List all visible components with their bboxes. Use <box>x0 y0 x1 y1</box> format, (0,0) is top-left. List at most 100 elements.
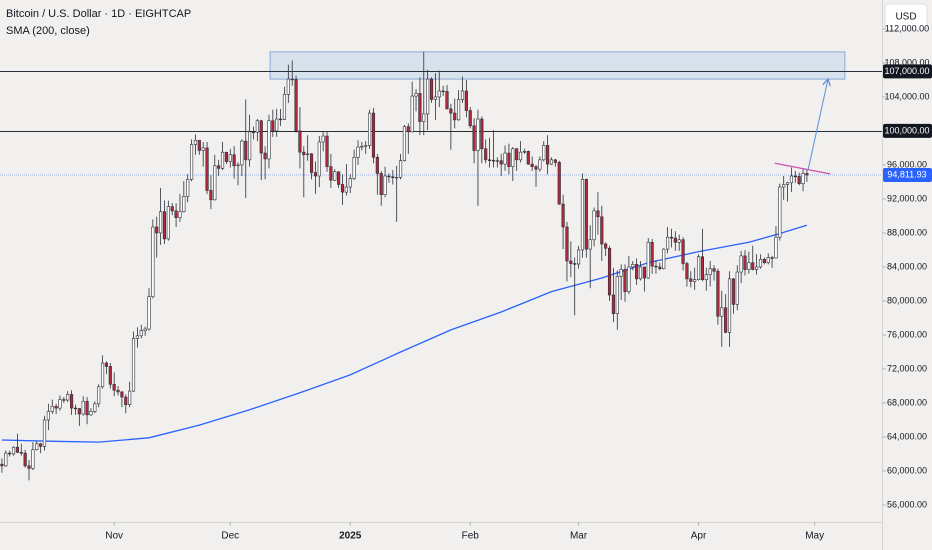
candle-body <box>317 141 321 177</box>
candle-body <box>743 255 747 270</box>
candle-body <box>770 257 774 259</box>
candle-body <box>662 248 666 269</box>
candle-body <box>259 120 263 154</box>
candle-body <box>294 79 298 132</box>
candle-body <box>70 394 74 409</box>
candle-body <box>77 408 81 415</box>
candle-body <box>321 135 325 143</box>
candle-body <box>337 171 341 185</box>
candle-body <box>255 120 259 133</box>
candle-body <box>673 237 677 243</box>
candle-body <box>418 93 422 122</box>
candle-body <box>758 258 763 268</box>
candle-body <box>677 239 681 243</box>
projection-arrow <box>807 80 828 171</box>
candle-body <box>700 256 705 281</box>
candle-body <box>491 159 496 162</box>
candle-body <box>275 118 279 132</box>
candle-body <box>224 151 228 162</box>
candle-body <box>805 173 809 176</box>
candle-body <box>658 266 662 269</box>
candle-body <box>484 148 488 161</box>
candle-body <box>650 241 654 267</box>
y-tick-label: 104,000.00 <box>884 91 929 101</box>
candle-body <box>789 175 794 184</box>
y-tick-label: 56,000.00 <box>887 499 927 509</box>
candle-body <box>236 164 240 167</box>
last-price-label: 94,811.93 <box>887 169 926 179</box>
candle-body <box>696 256 701 281</box>
candle-body <box>201 147 205 151</box>
candle-body <box>681 239 685 264</box>
candle-body <box>580 179 585 251</box>
candle-body <box>333 171 337 181</box>
candle-body <box>646 241 650 279</box>
candle-body <box>453 112 457 121</box>
candle-body <box>716 270 720 317</box>
candle-body <box>546 145 550 165</box>
candle-body <box>720 307 724 317</box>
candle-body <box>11 446 16 455</box>
candle-body <box>313 172 317 177</box>
candle-body <box>801 173 805 184</box>
level-tag-label: 100,000.00 <box>884 125 929 135</box>
candle-body <box>81 400 85 415</box>
candle-body <box>619 269 623 277</box>
candle-body <box>35 443 39 451</box>
candle-body <box>42 419 47 447</box>
candle-body <box>762 258 766 264</box>
chart-title: Bitcoin / U.S. Dollar · 1D · EIGHTCAP <box>6 8 191 20</box>
candle-body <box>131 338 136 392</box>
candle-body <box>797 176 801 184</box>
candle-body <box>128 390 132 405</box>
candle-body <box>429 78 434 100</box>
candle-body <box>325 135 329 167</box>
candle-body <box>139 330 143 337</box>
candle-body <box>569 260 573 264</box>
candle-body <box>27 465 31 469</box>
candle-body <box>135 335 139 339</box>
candle-body <box>383 175 387 195</box>
candle-body <box>193 139 198 145</box>
candle-body <box>395 176 399 179</box>
candle-body <box>298 130 302 153</box>
candle-body <box>607 247 612 296</box>
candle-body <box>515 148 519 161</box>
x-tick-label: Feb <box>462 531 480 542</box>
y-tick-label: 64,000.00 <box>887 431 927 441</box>
candle-body <box>104 362 109 367</box>
candle-body <box>565 226 569 262</box>
candle-body <box>522 151 526 153</box>
candle-body <box>62 399 66 401</box>
y-tick-label: 84,000.00 <box>887 261 927 271</box>
candle-body <box>464 90 468 111</box>
currency-label[interactable]: USD <box>895 12 916 23</box>
candle-body <box>251 131 256 133</box>
candle-body <box>584 179 588 250</box>
resistance-zone <box>269 51 846 80</box>
candle-body <box>93 403 97 412</box>
candle-body <box>182 196 186 212</box>
y-tick-label: 72,000.00 <box>887 363 927 373</box>
candle-body <box>170 206 174 212</box>
candle-body <box>561 203 565 228</box>
candle-body <box>364 145 368 147</box>
candle-body <box>162 211 167 240</box>
candle-body <box>445 91 449 110</box>
candle-body <box>654 265 658 268</box>
candle-body <box>542 145 546 161</box>
candle-body <box>414 93 418 97</box>
candle-body <box>511 148 515 167</box>
currency-button[interactable] <box>884 3 928 31</box>
level-tag <box>883 123 932 138</box>
candle-body <box>263 152 267 160</box>
candle-body <box>151 226 155 298</box>
y-tick-label: 68,000.00 <box>887 397 927 407</box>
candle-body <box>437 90 441 98</box>
candle-body <box>693 279 697 282</box>
candle-body <box>468 110 472 127</box>
candle-body <box>731 278 735 305</box>
candle-body <box>155 226 159 234</box>
candle-body <box>573 263 577 265</box>
candle-body <box>391 176 395 178</box>
